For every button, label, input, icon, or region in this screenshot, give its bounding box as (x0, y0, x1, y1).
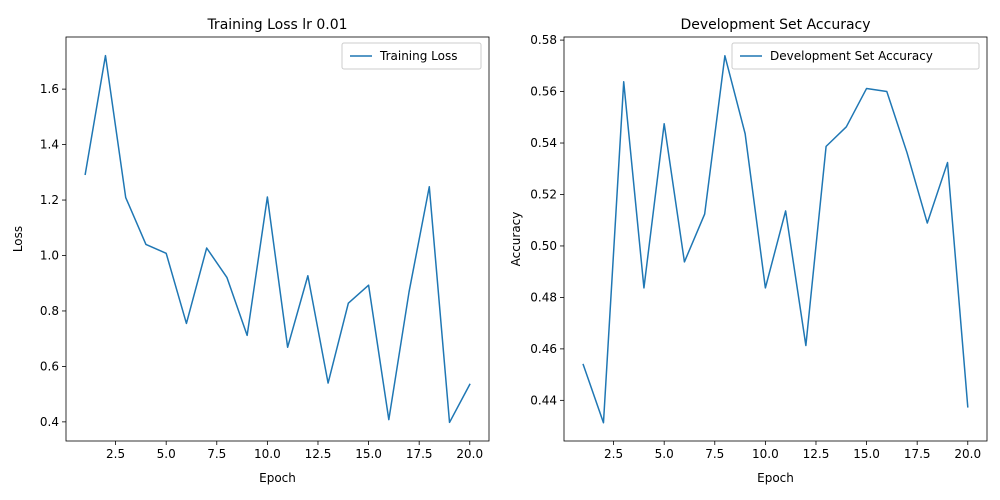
x-tick-label: 17.5 (904, 447, 931, 461)
x-tick-label: 10.0 (752, 447, 779, 461)
legend-box (341, 42, 482, 70)
data-point (428, 186, 430, 188)
data-point (866, 88, 868, 90)
data-point (785, 210, 787, 212)
chart-title: Training Loss lr 0.01 (206, 17, 347, 33)
x-tick-label: 15.0 (355, 447, 382, 461)
x-tick-label: 7.5 (705, 447, 724, 461)
data-point (663, 123, 665, 125)
data-point (603, 422, 605, 424)
y-tick-label: 0.52 (530, 187, 557, 201)
data-point (206, 247, 208, 249)
legend: Training Loss (341, 42, 482, 70)
data-point (469, 384, 471, 386)
data-point (886, 91, 888, 93)
series-line-1 (84, 54, 471, 424)
data-point (84, 173, 86, 175)
data-point (684, 261, 686, 263)
y-tick-label: 0.58 (530, 33, 557, 47)
chart-title: Development Set Accuracy (680, 17, 870, 33)
y-tick-label: 0.48 (530, 290, 557, 304)
y-tick-label: 0.56 (530, 85, 557, 99)
data-point (724, 55, 726, 57)
x-axis-label: Epoch (259, 471, 296, 485)
chart-2: Development Set Accuracy 2.5 5.0 7.5 10.0 12.… (509, 17, 988, 485)
x-axis-label: Epoch (757, 471, 794, 485)
y-axis-label: Loss (11, 226, 25, 252)
data-point (246, 335, 248, 337)
data-point (226, 277, 228, 279)
data-point (125, 197, 127, 199)
x-tick-label: 5.0 (157, 447, 176, 461)
data-point (744, 133, 746, 135)
data-point (105, 55, 107, 57)
y-tick-label: 0.6 (40, 359, 59, 373)
data-point (643, 287, 645, 289)
y-axis-label: Accuracy (509, 212, 523, 267)
y-tick-label: 0.46 (530, 342, 557, 356)
x-tick-label: 17.5 (406, 447, 433, 461)
data-point (947, 162, 949, 164)
x-tick-label: 5.0 (655, 447, 674, 461)
data-point (145, 244, 147, 246)
y-tick-label: 0.44 (530, 393, 557, 407)
x-tick-label: 12.5 (803, 447, 830, 461)
data-point (388, 419, 390, 421)
y-tick-label: 0.54 (530, 136, 557, 150)
data-point (825, 146, 827, 148)
chart-1: Training Loss lr 0.01 2.5 5.0 7.5 10.0 12.5 15… (11, 17, 490, 485)
data-point (704, 213, 706, 215)
x-tick-label: 7.5 (207, 447, 226, 461)
y-tick-label: 0.8 (40, 304, 59, 318)
data-point (967, 406, 969, 408)
x-tick-label: 15.0 (853, 447, 880, 461)
data-point (267, 196, 269, 198)
data-point (287, 346, 289, 348)
x-tick-label: 20.0 (456, 447, 483, 461)
data-point (846, 126, 848, 128)
data-point (623, 81, 625, 83)
data-point (449, 422, 451, 424)
x-tick-label: 2.5 (106, 447, 125, 461)
x-tick-label: 20.0 (954, 447, 981, 461)
plot-frame (65, 36, 490, 442)
data-point (582, 364, 584, 366)
data-point (186, 323, 188, 325)
y-tick-label: 1.0 (40, 248, 59, 262)
data-point (348, 302, 350, 304)
data-point (327, 382, 329, 384)
data-point (408, 291, 410, 293)
legend-entry: Training Loss (379, 49, 457, 63)
legend-entry: Development Set Accuracy (770, 49, 933, 63)
data-point (165, 252, 167, 254)
series-line-1 (582, 55, 969, 424)
data-point (906, 152, 908, 154)
x-tick-label: 12.5 (305, 447, 332, 461)
y-tick-label: 1.2 (40, 193, 59, 207)
plot-frame (563, 36, 988, 442)
data-point (926, 222, 928, 224)
data-point (805, 345, 807, 347)
legend-box (731, 42, 980, 70)
data-point (765, 287, 767, 289)
y-tick-label: 1.4 (40, 138, 59, 152)
data-point (307, 275, 309, 277)
data-point (368, 284, 370, 286)
y-tick-label: 0.4 (40, 415, 59, 429)
y-tick-label: 1.6 (40, 82, 59, 96)
y-tick-label: 0.50 (530, 239, 557, 253)
x-tick-label: 10.0 (254, 447, 281, 461)
x-tick-label: 2.5 (604, 447, 623, 461)
legend: Development Set Accuracy (731, 42, 980, 70)
